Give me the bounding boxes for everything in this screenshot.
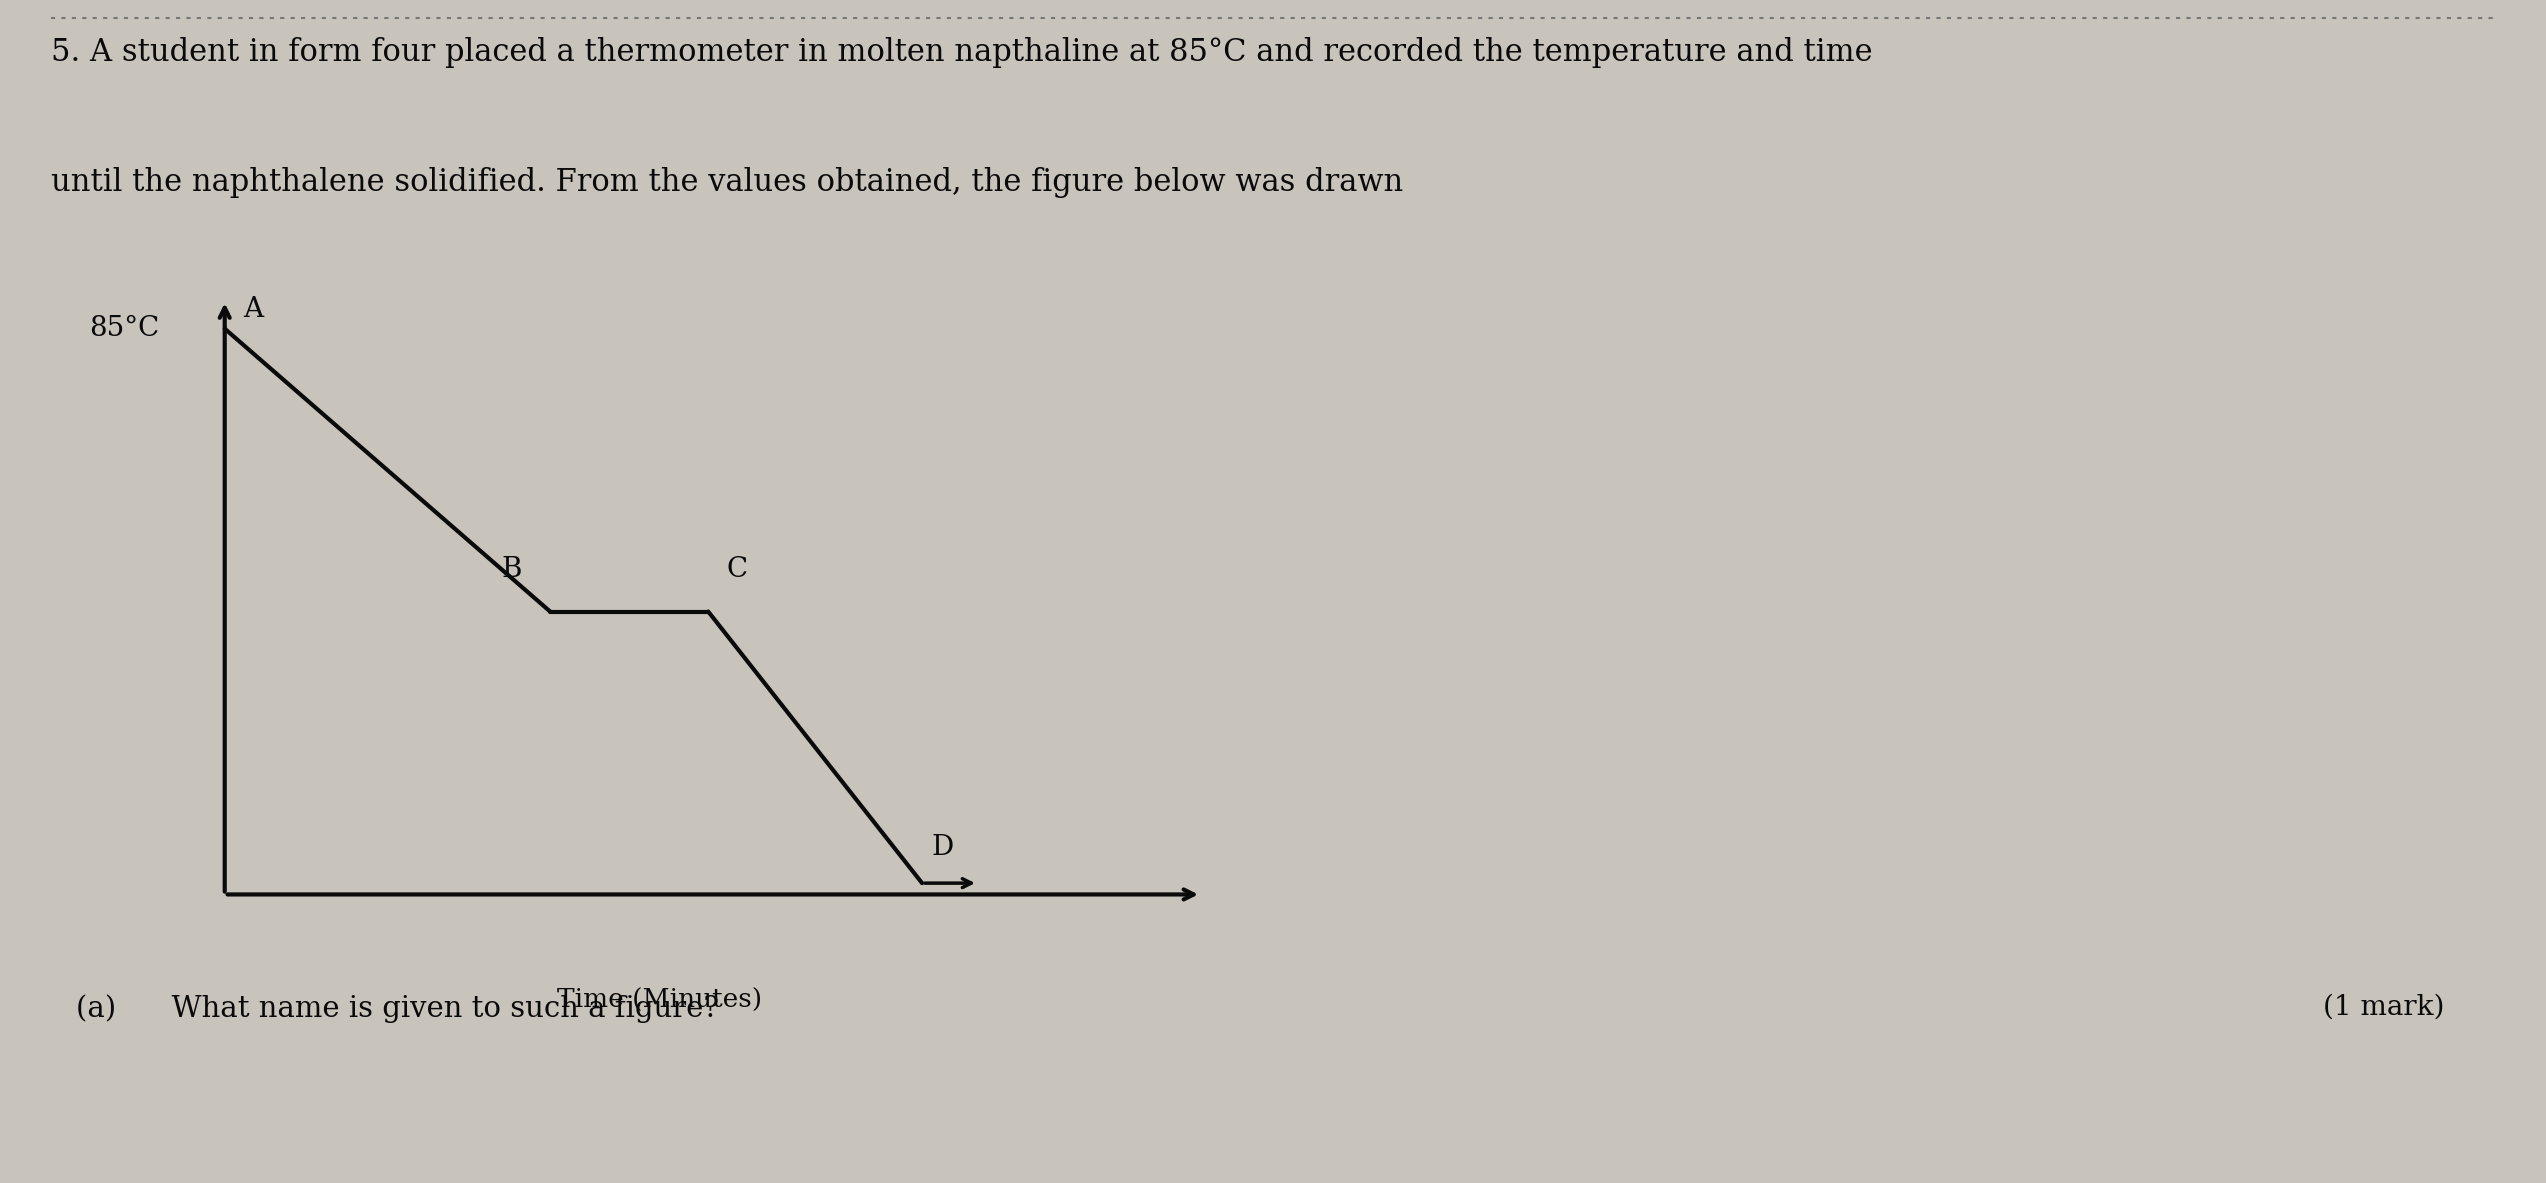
Text: A: A [244,296,262,323]
Text: until the naphthalene solidified. From the values obtained, the figure below was: until the naphthalene solidified. From t… [51,167,1403,198]
Text: (a)      What name is given to such a figure?: (a) What name is given to such a figure? [76,994,721,1022]
Text: C: C [726,556,749,583]
Text: B: B [502,556,522,583]
Text: 5. A student in form four placed a thermometer in molten napthaline at 85°C and : 5. A student in form four placed a therm… [51,37,1871,67]
Text: (1 mark): (1 mark) [2322,994,2444,1021]
Text: 85°C: 85°C [89,315,160,342]
Text: Timе (Minutes): Timе (Minutes) [558,988,761,1013]
Text: D: D [932,834,955,860]
